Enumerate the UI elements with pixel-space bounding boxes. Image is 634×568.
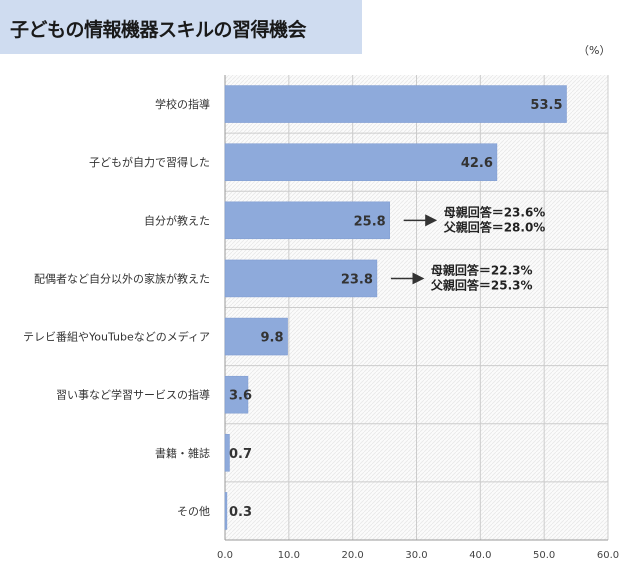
category-labels: 学校の指導子どもが自力で習得した自分が教えた配偶者など自分以外の家族が教えたテレ… [23, 97, 210, 518]
annotations: 母親回答＝23.6%父親回答＝28.0% 母親回答＝22.3%父親回答＝25.3% [390, 204, 546, 292]
x-axis-ticks: 0.0 10.0 20.0 30.0 40.0 50.0 60.0 [217, 550, 619, 561]
category-label: 習い事など学習サービスの指導 [56, 388, 210, 402]
bar [224, 375, 249, 414]
bar-value-label: 25.8 [354, 214, 386, 229]
chart-title: 子どもの情報機器スキルの習得機会 [10, 19, 307, 41]
bar [224, 85, 567, 123]
unit-label: （%） [578, 44, 611, 57]
bar [224, 492, 228, 530]
x-tick-label: 20.0 [342, 550, 364, 561]
category-label: 書籍・雑誌 [155, 446, 210, 460]
title-banner: 子どもの情報機器スキルの習得機会 [0, 0, 362, 54]
annotation-text: 父親回答＝28.0% [443, 219, 546, 234]
x-tick-label: 0.0 [217, 550, 233, 561]
bar-value-label: 0.3 [229, 505, 252, 520]
category-label: 自分が教えた [144, 213, 210, 227]
x-tick-label: 30.0 [405, 550, 427, 561]
bar-value-label: 0.7 [229, 447, 252, 462]
bar [224, 259, 378, 298]
category-label: 学校の指導 [155, 97, 210, 111]
bar [224, 317, 288, 356]
bars: 53.5 42.6 25.8 23.8 9.8 3.6 0.7 0.3 [224, 85, 567, 530]
annotation-text: 母親回答＝23.6% [444, 204, 546, 219]
bar-value-label: 53.5 [530, 98, 562, 113]
category-label: テレビ番組やYouTubeなどのメディア [23, 330, 210, 344]
bar-value-label: 9.8 [261, 331, 284, 346]
bar [224, 434, 230, 472]
x-tick-label: 60.0 [597, 550, 619, 561]
bar-value-label: 23.8 [341, 272, 373, 287]
category-label: 子どもが自力で習得した [89, 155, 210, 169]
annotation-text: 母親回答＝22.3% [431, 262, 533, 277]
bar-value-label: 42.6 [461, 156, 493, 171]
bar [224, 201, 390, 240]
category-label: その他 [177, 505, 210, 518]
x-tick-label: 50.0 [533, 550, 555, 561]
bar [224, 143, 498, 181]
category-label: 配偶者など自分以外の家族が教えた [34, 271, 210, 285]
x-tick-label: 40.0 [469, 550, 491, 561]
x-tick-label: 10.0 [278, 550, 300, 561]
annotation-text: 父親回答＝25.3% [430, 277, 533, 292]
bar-value-label: 3.6 [229, 389, 252, 404]
